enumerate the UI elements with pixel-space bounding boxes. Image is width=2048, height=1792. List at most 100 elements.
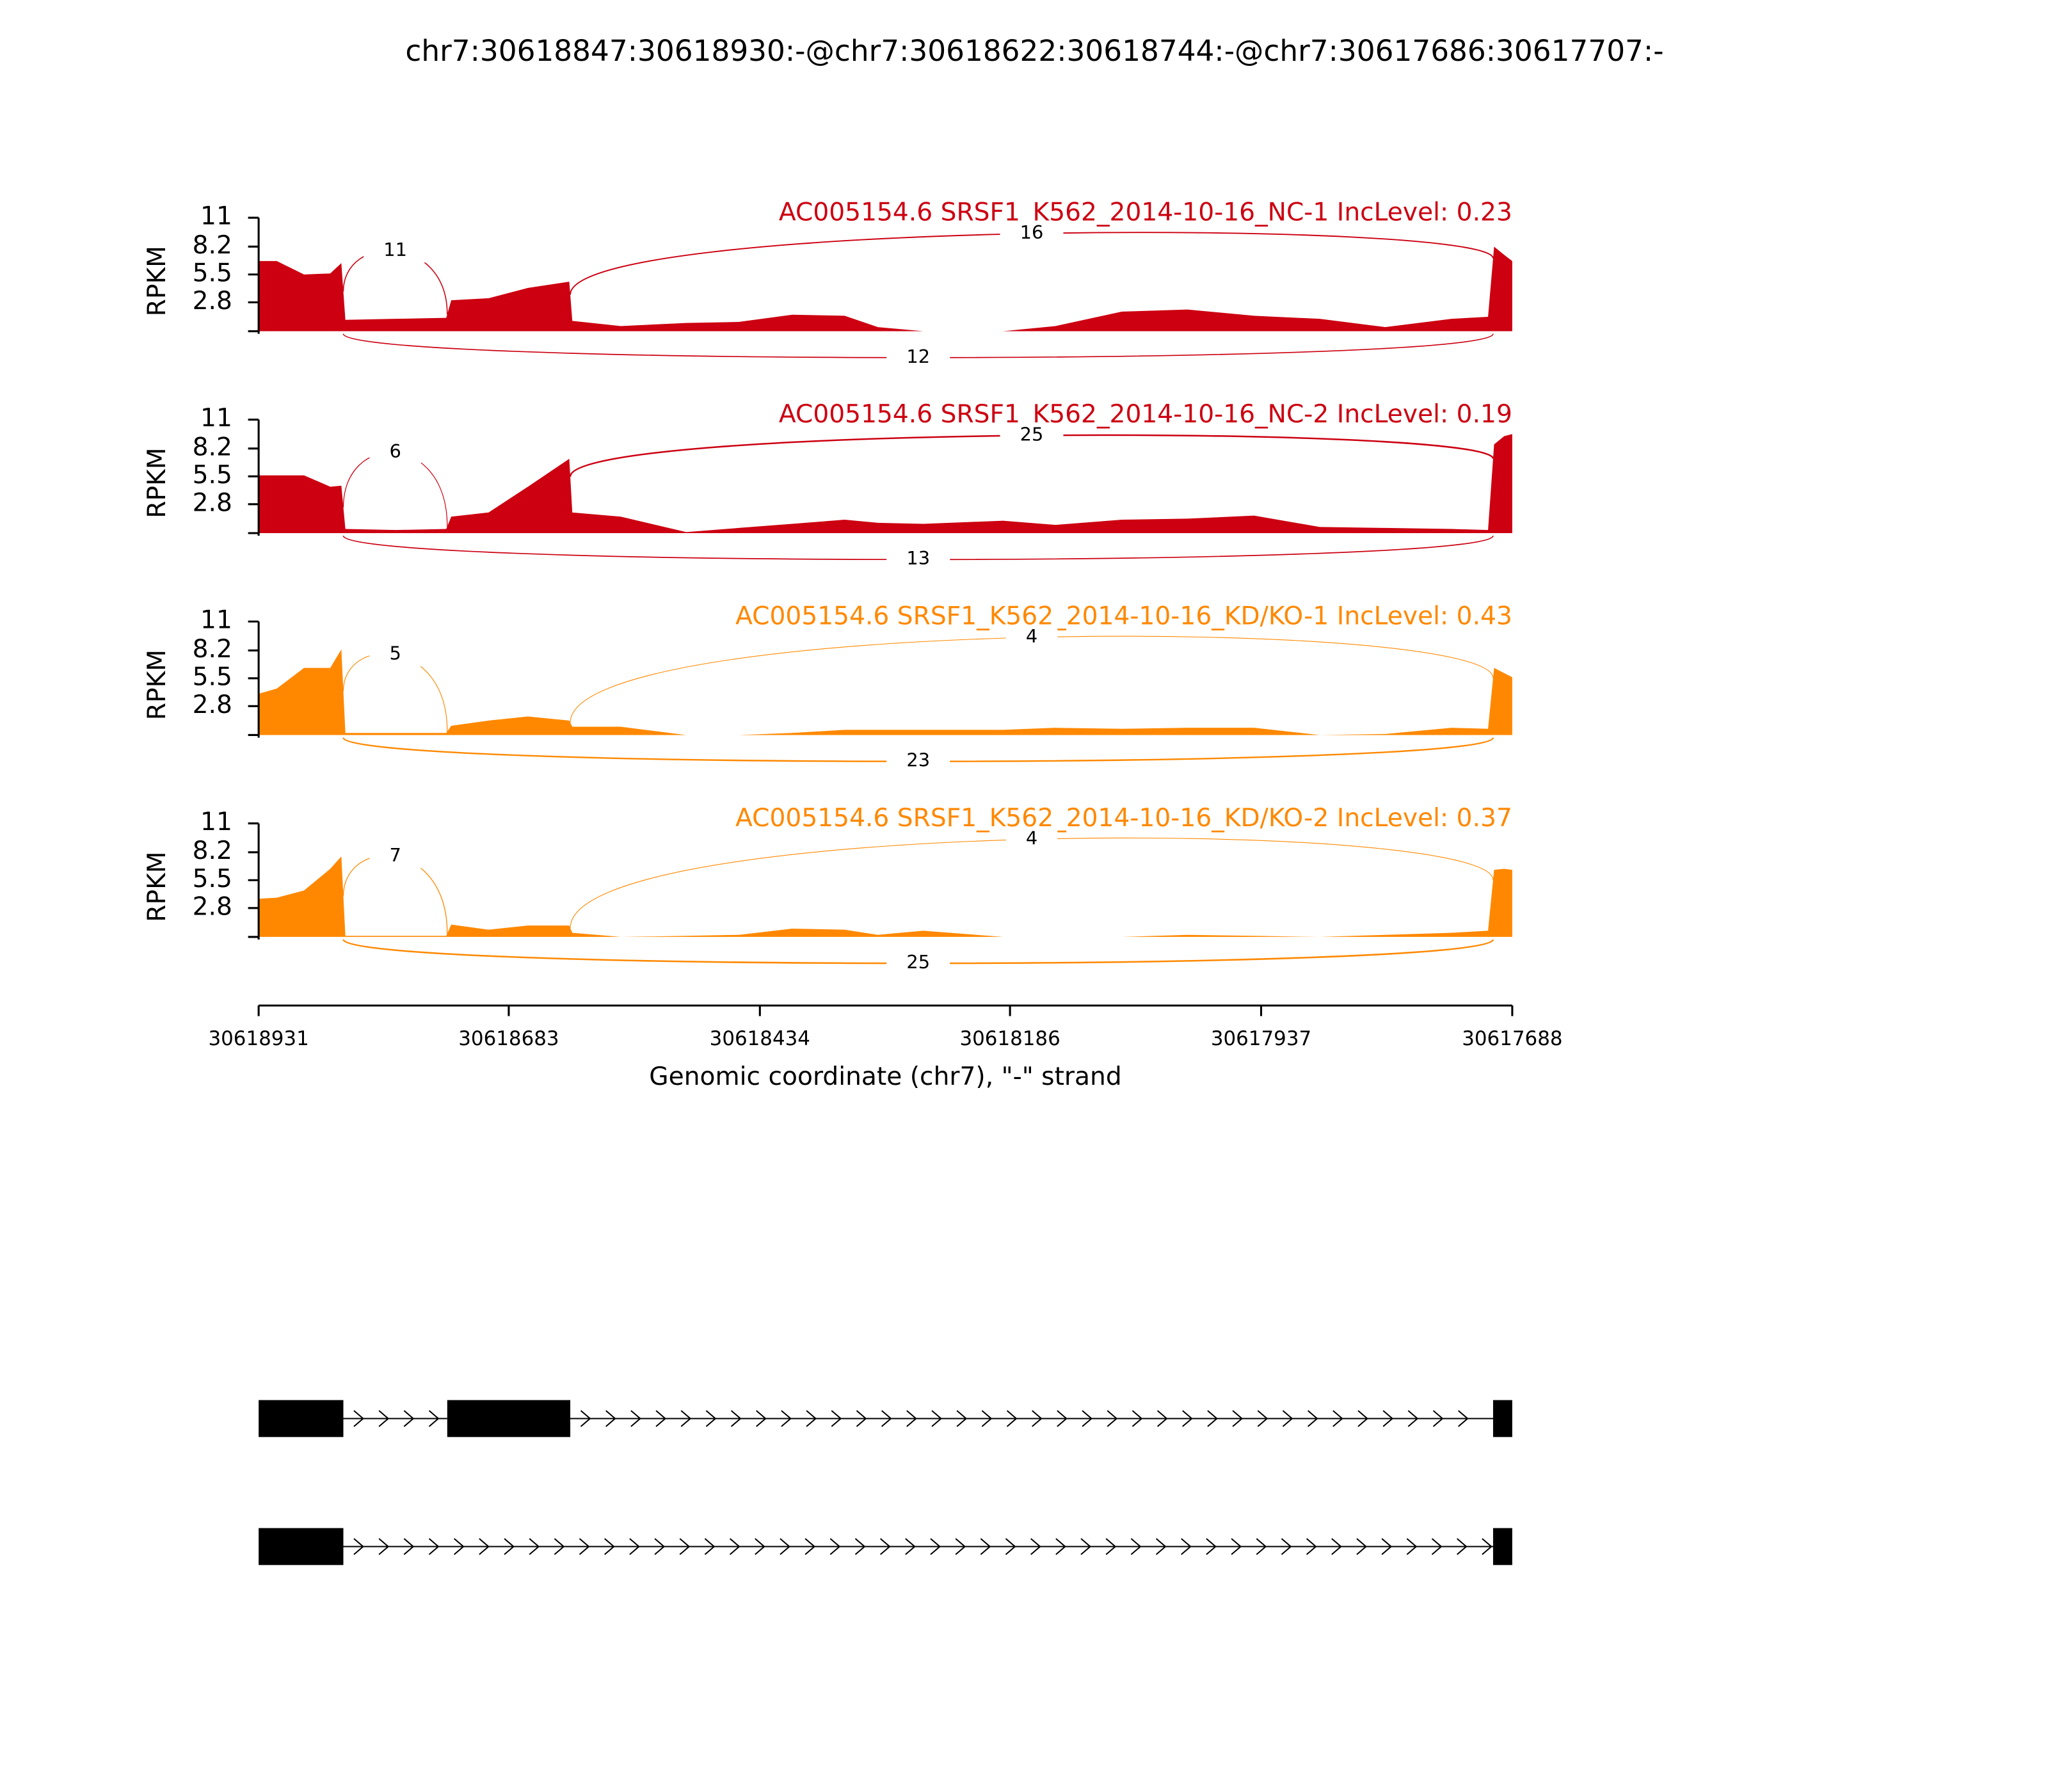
y-tick-label: 11 (200, 606, 232, 635)
junction-label-bg (886, 749, 950, 774)
coverage-area (259, 434, 1512, 533)
strand-chevron (1282, 1410, 1293, 1427)
y-axis-label: RPKM (143, 246, 172, 316)
strand-chevron (1005, 1538, 1016, 1555)
strand-chevron (1057, 1410, 1068, 1427)
exon (447, 1400, 571, 1437)
junction-label-bg (1000, 221, 1064, 246)
strand-chevron (1356, 1538, 1368, 1555)
strand-chevron (1357, 1410, 1368, 1427)
y-tick-label: 8.2 (193, 635, 232, 664)
strand-chevron (605, 1410, 616, 1427)
junction-label-bg (1005, 827, 1058, 851)
strand-chevron (705, 1410, 717, 1427)
y-tick-label: 5.5 (193, 865, 232, 893)
junction-label-bg (1000, 423, 1064, 447)
strand-chevron (1080, 1538, 1092, 1555)
strand-chevron (378, 1538, 390, 1555)
strand-chevron (353, 1538, 365, 1555)
strand-chevron (504, 1538, 515, 1555)
strand-chevron (1431, 1538, 1443, 1555)
strand-chevron (704, 1538, 716, 1555)
strand-chevron (931, 1410, 943, 1427)
y-tick-label: 11 (200, 202, 232, 231)
y-tick-label: 2.8 (193, 892, 232, 921)
y-axis-label: RPKM (143, 447, 172, 518)
strand-chevron (655, 1410, 667, 1427)
strand-chevron (1482, 1538, 1492, 1555)
strand-chevron (1082, 1410, 1093, 1427)
strand-chevron (630, 1410, 641, 1427)
junction-count-label: 4 (1026, 827, 1037, 849)
strand-chevron (454, 1538, 465, 1555)
strand-chevron (1332, 1410, 1343, 1427)
strand-chevron (854, 1538, 866, 1555)
y-tick-label: 5.5 (193, 662, 232, 691)
strand-chevron (780, 1538, 790, 1555)
strand-chevron (1055, 1538, 1066, 1555)
strand-chevron (403, 1410, 415, 1427)
junction-count-label: 11 (383, 239, 407, 260)
junction-label-bg (886, 547, 950, 572)
strand-chevron (1381, 1538, 1393, 1555)
strand-chevron (1107, 1410, 1118, 1427)
junction-label-bg (369, 844, 421, 868)
coverage-area (259, 246, 1512, 332)
x-tick-label: 30618931 (208, 1027, 308, 1050)
junction-count-label: 12 (906, 346, 930, 367)
strand-chevron (680, 1410, 692, 1427)
strand-chevron (1006, 1410, 1018, 1427)
x-tick-label: 30618186 (959, 1027, 1060, 1050)
strand-chevron (529, 1538, 540, 1555)
y-axis-label: RPKM (143, 851, 172, 922)
strand-chevron (1182, 1410, 1193, 1427)
strand-chevron (579, 1538, 590, 1555)
panel-title: AC005154.6 SRSF1_K562_2014-10-16_KD/KO-1… (735, 602, 1512, 630)
junction-count-label: 16 (1020, 221, 1044, 243)
strand-chevron (1331, 1538, 1342, 1555)
y-tick-label: 5.5 (193, 259, 232, 287)
exon (259, 1528, 344, 1565)
y-tick-label: 2.8 (193, 691, 232, 719)
junction-count-label: 7 (389, 844, 401, 866)
y-axis-label: RPKM (143, 650, 172, 720)
junction-count-label: 25 (1020, 423, 1044, 445)
strand-chevron (905, 1538, 916, 1555)
strand-chevron (1155, 1538, 1167, 1555)
strand-chevron (679, 1538, 691, 1555)
junction-count-label: 23 (906, 749, 930, 771)
strand-chevron (930, 1538, 941, 1555)
y-tick-label: 11 (200, 808, 232, 836)
junction-label-bg (1005, 625, 1058, 650)
strand-chevron (1432, 1410, 1444, 1427)
strand-chevron (629, 1538, 640, 1555)
junction-count-label: 13 (906, 547, 930, 569)
strand-chevron (881, 1410, 892, 1427)
strand-chevron (804, 1538, 816, 1555)
x-tick-label: 30618434 (710, 1027, 810, 1050)
strand-chevron (755, 1538, 765, 1555)
strand-chevron (956, 1410, 968, 1427)
strand-chevron (856, 1410, 867, 1427)
strand-chevron (831, 1410, 842, 1427)
panel-title: AC005154.6 SRSF1_K562_2014-10-16_NC-2 In… (779, 400, 1512, 429)
strand-chevron (981, 1410, 993, 1427)
strand-chevron (730, 1410, 742, 1427)
strand-chevron (428, 1538, 440, 1555)
y-tick-label: 11 (200, 404, 232, 433)
strand-chevron (403, 1538, 415, 1555)
strand-chevron (1181, 1538, 1192, 1555)
strand-chevron (1207, 1410, 1218, 1427)
strand-chevron (1030, 1538, 1041, 1555)
y-tick-label: 5.5 (193, 461, 232, 490)
strand-chevron (756, 1410, 767, 1427)
strand-chevron (1257, 1410, 1268, 1427)
strand-chevron (1156, 1410, 1168, 1427)
strand-chevron (729, 1538, 740, 1555)
x-tick-label: 30618683 (458, 1027, 559, 1050)
strand-chevron (580, 1410, 591, 1427)
exon (1492, 1400, 1512, 1437)
junction-label-bg (886, 951, 950, 975)
strand-chevron (906, 1410, 917, 1427)
junction-count-label: 25 (906, 951, 930, 973)
